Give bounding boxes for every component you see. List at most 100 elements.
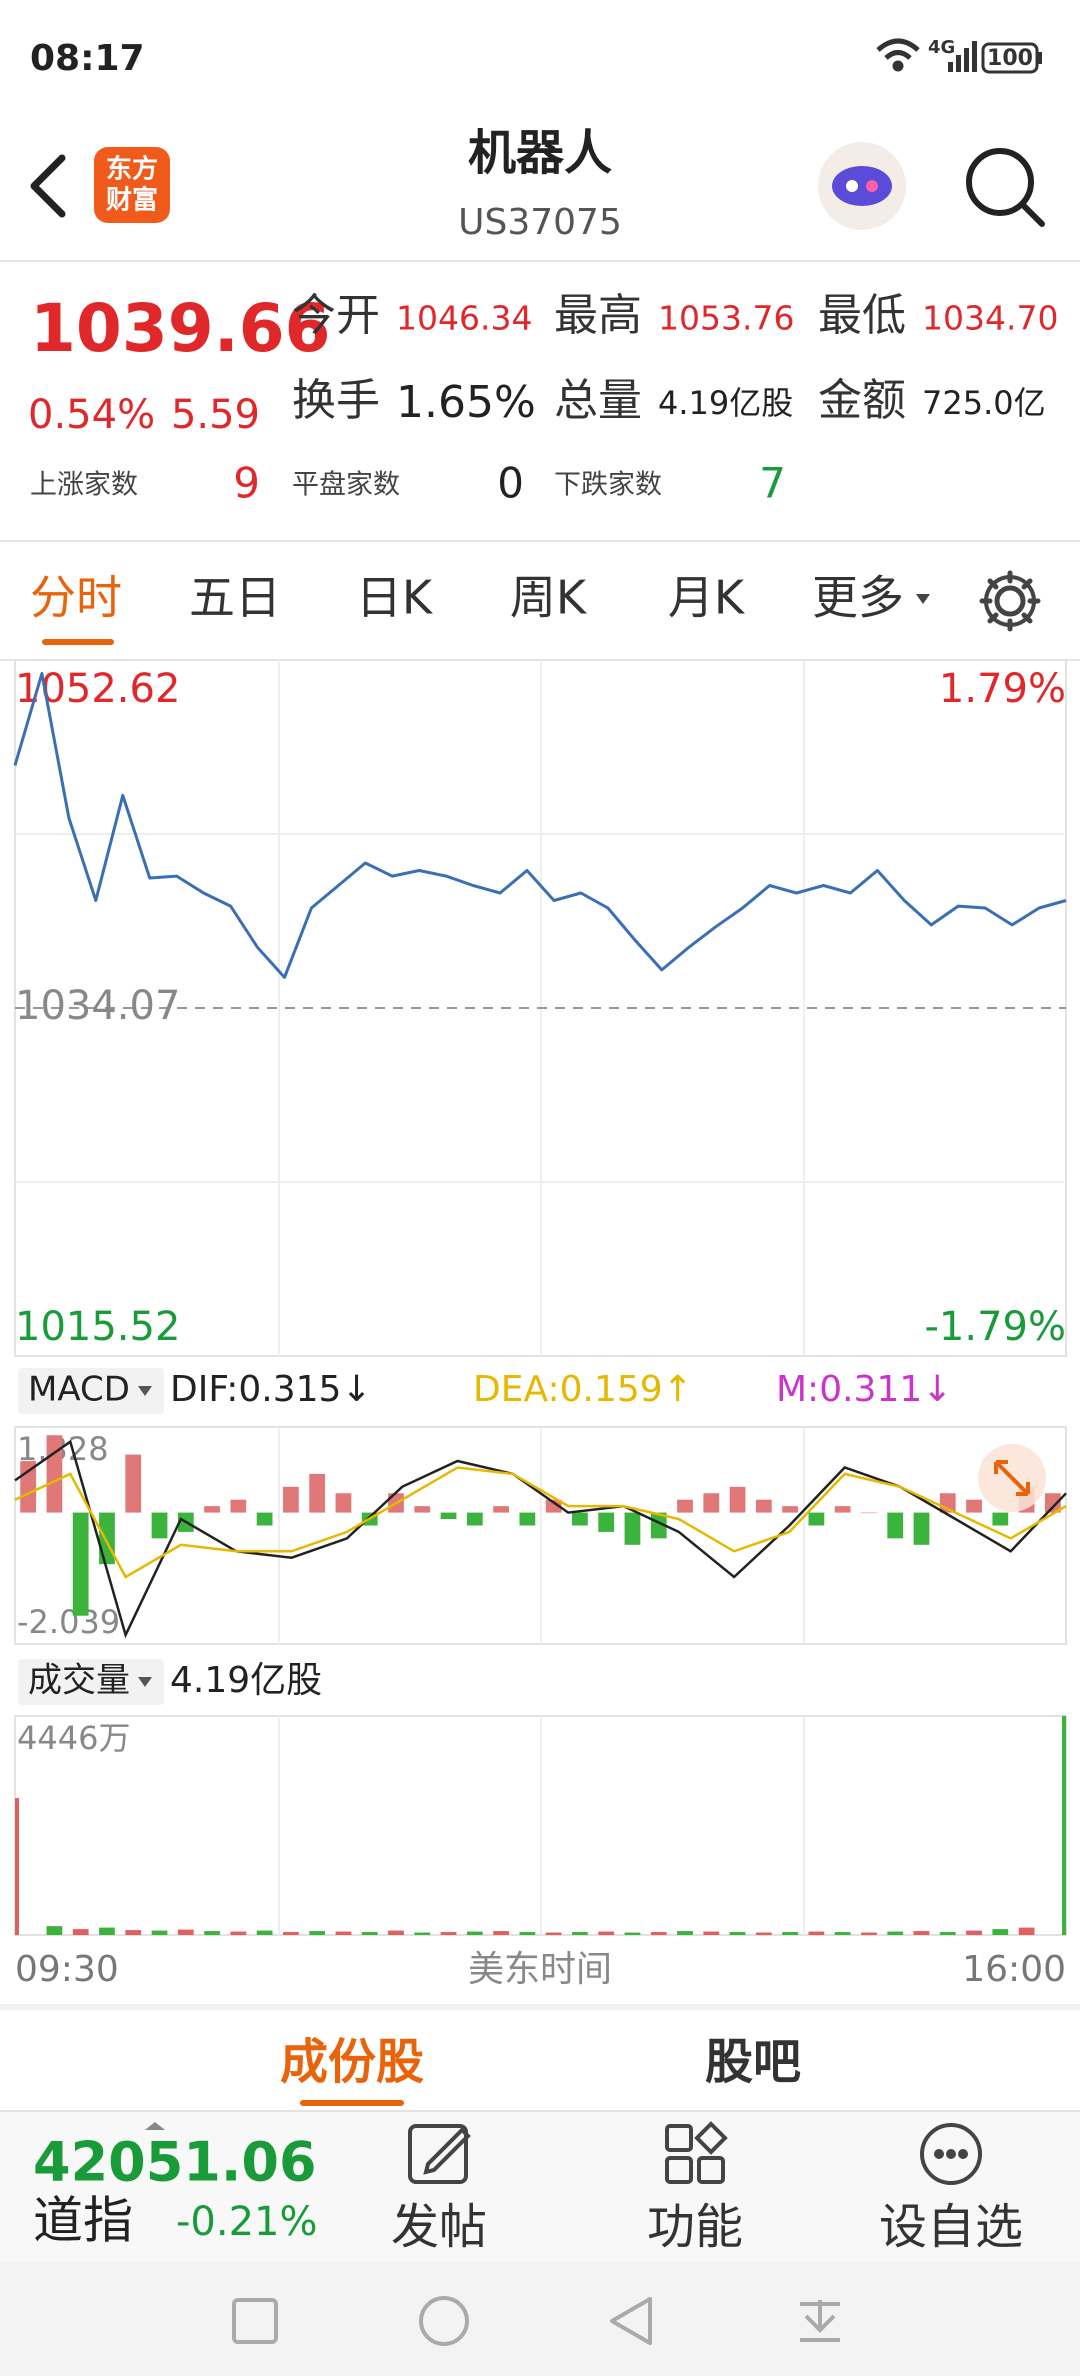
volume-bar	[388, 1930, 404, 1935]
volume-bar	[598, 1931, 615, 1935]
field-label: 总量	[554, 375, 642, 426]
hide-nav-button[interactable]	[800, 2300, 840, 2342]
time-axis-label: 美东时间	[468, 1949, 612, 1990]
index-name[interactable]: 道指	[33, 2192, 133, 2250]
function-icon[interactable]	[665, 2121, 728, 2184]
macd-bar	[887, 1512, 904, 1539]
macd-bar	[861, 1512, 877, 1514]
sub-tab[interactable]: 股吧	[705, 2034, 801, 2090]
volume-bar	[99, 1927, 115, 1935]
macd-bar	[992, 1512, 1009, 1526]
macd-line	[14, 1466, 1067, 1579]
macd-bar	[755, 1499, 772, 1513]
field-value: 1053.76	[658, 299, 794, 338]
volume-bar	[125, 1930, 142, 1935]
expand-button[interactable]	[978, 1444, 1046, 1512]
action-label[interactable]: 功能	[647, 2199, 743, 2255]
volume-bar	[46, 1926, 63, 1935]
macd-bar	[283, 1486, 299, 1513]
wifi-icon	[876, 38, 920, 72]
volume-bar	[677, 1931, 693, 1935]
last-price: 1039.66	[30, 290, 331, 367]
macd-bar	[72, 1512, 89, 1616]
indicator-name: 成交量	[28, 1661, 130, 1701]
tab[interactable]: 分时	[30, 571, 122, 625]
volume-bar	[466, 1931, 483, 1935]
macd-bar	[624, 1512, 641, 1545]
index-caret[interactable]	[145, 2122, 165, 2130]
volume-bar	[572, 1932, 588, 1935]
index-value[interactable]: 42051.06	[33, 2131, 317, 2194]
index-change[interactable]: -0.21%	[176, 2199, 318, 2245]
divider	[0, 2004, 1080, 2010]
recents-button[interactable]	[232, 2298, 278, 2344]
back-button[interactable]	[30, 154, 66, 218]
legend-entry: M:0.311↓	[776, 1369, 952, 1410]
macd-bar	[572, 1512, 588, 1526]
battery-level: 100	[987, 46, 1033, 71]
tab[interactable]: 更多	[812, 571, 904, 625]
home-button[interactable]	[419, 2296, 469, 2346]
volume-bar	[72, 1929, 89, 1935]
assistant-avatar[interactable]	[818, 142, 906, 230]
time-end: 16:00	[962, 1949, 1066, 1990]
macd-bar	[519, 1512, 536, 1526]
tab[interactable]: 五日	[189, 571, 281, 625]
tab[interactable]: 月K	[668, 571, 746, 625]
y-tick-label: 4446万	[17, 1719, 130, 1757]
tab[interactable]: 周K	[510, 571, 588, 625]
field-value: 1034.70	[922, 299, 1058, 338]
app-logo[interactable]	[94, 147, 170, 223]
volume-bar	[519, 1932, 536, 1935]
action-label[interactable]: 发帖	[391, 2199, 487, 2255]
y-tick-label: 1015.52	[15, 1304, 180, 1350]
page-title: 机器人	[468, 125, 612, 181]
macd-bar	[466, 1512, 483, 1526]
macd-bar	[966, 1499, 982, 1513]
field-label: 今开	[292, 290, 380, 341]
volume-bar	[204, 1931, 220, 1935]
macd-bar	[256, 1512, 273, 1526]
breadth-label: 平盘家数	[292, 470, 400, 501]
macd-bar	[335, 1493, 352, 1513]
macd-bar	[729, 1486, 746, 1513]
sub-tab[interactable]: 成份股	[280, 2034, 424, 2090]
y-tick-label: 1052.62	[15, 666, 180, 712]
volume-bar	[151, 1930, 168, 1935]
macd-bar	[125, 1454, 142, 1513]
indicator-selector[interactable]	[18, 1368, 164, 1414]
back-nav-button[interactable]	[610, 2297, 652, 2345]
macd-bar	[808, 1512, 825, 1526]
volume-bar	[283, 1932, 299, 1935]
post-icon[interactable]	[408, 2124, 471, 2184]
tab[interactable]: 日K	[356, 571, 434, 625]
field-value: 1046.34	[396, 299, 532, 338]
selector-caret	[138, 1386, 152, 1396]
selector-caret	[138, 1677, 152, 1687]
stock-code: US37075	[458, 202, 622, 243]
watchlist-icon[interactable]	[920, 2123, 982, 2185]
action-label[interactable]: 设自选	[879, 2199, 1023, 2255]
field-label: 换手	[292, 375, 380, 426]
y-tick-label: -2.039	[17, 1603, 120, 1641]
volume-bar	[834, 1932, 851, 1935]
bottom-bar	[0, 2110, 1080, 2262]
volume-bar	[650, 1932, 667, 1935]
macd-bar	[414, 1506, 431, 1513]
settings-button[interactable]	[979, 570, 1041, 632]
macd-bar	[151, 1512, 168, 1539]
volume-bar	[992, 1929, 1009, 1935]
search-button[interactable]	[966, 148, 1045, 227]
y2-tick-label: -1.79%	[924, 1304, 1066, 1350]
change-amount: 5.59	[171, 392, 260, 438]
volume-bar	[939, 1932, 956, 1935]
field-label: 最高	[554, 290, 642, 341]
volume-bar	[256, 1930, 273, 1935]
indicator-selector[interactable]	[18, 1659, 164, 1705]
macd-bar	[493, 1506, 509, 1513]
navigation-bar	[0, 2262, 1080, 2376]
field-label: 金额	[818, 375, 906, 426]
logo-text: 东方	[106, 154, 158, 185]
volume-bar	[624, 1932, 641, 1935]
